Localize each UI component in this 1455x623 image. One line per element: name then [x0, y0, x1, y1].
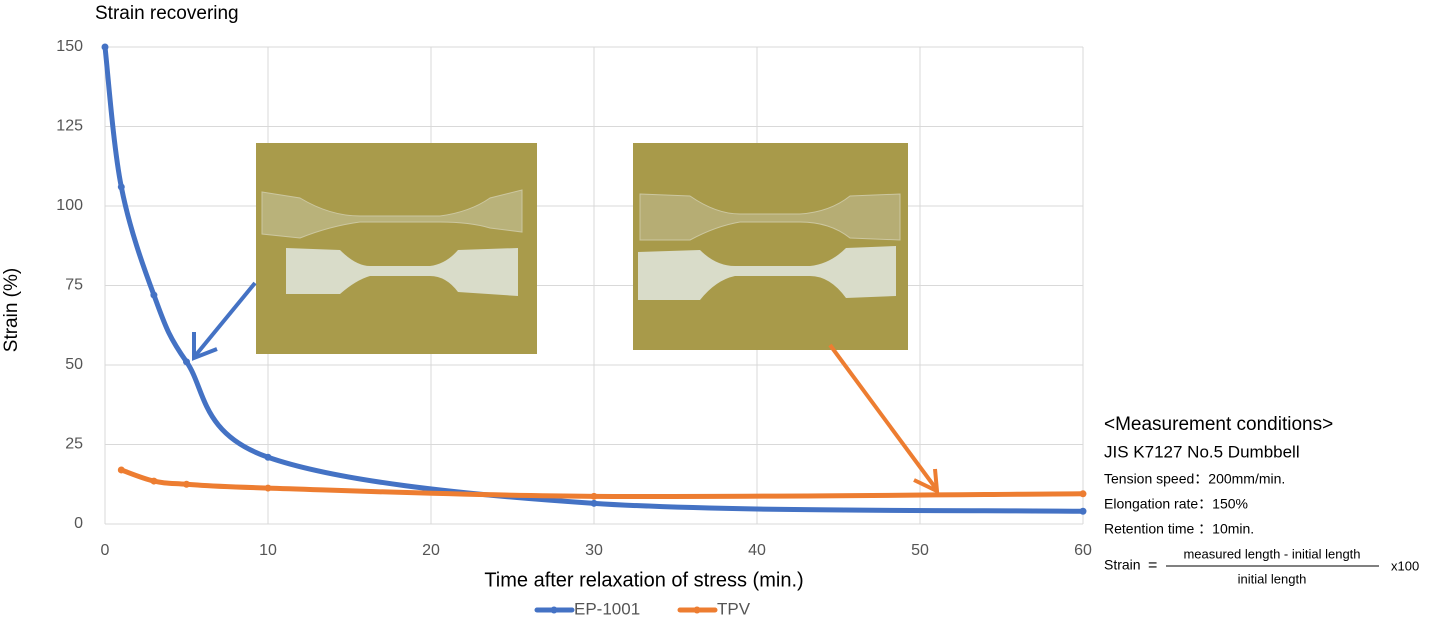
specimen [639, 193, 901, 241]
chart-title: Strain recovering [95, 3, 239, 24]
point [590, 499, 598, 507]
point [117, 183, 125, 191]
specimen [286, 248, 518, 296]
y-tick-label: 100 [56, 197, 83, 214]
grid: 0 25 50 75 100 125 150 0 10 20 30 40 50 60 [56, 38, 1092, 559]
y-tick-label: 150 [56, 38, 83, 55]
x-tick-label: 0 [101, 542, 110, 559]
y-tick-label: 0 [74, 515, 83, 532]
y-tick-label: 25 [65, 436, 83, 453]
x-tick-label: 60 [1074, 542, 1092, 559]
y-tick-label: 75 [65, 277, 83, 294]
point [1079, 507, 1087, 515]
y-tick-label: 125 [56, 118, 83, 135]
specimen [638, 246, 896, 300]
x-tick-label: 50 [911, 542, 929, 559]
plot [101, 43, 1087, 515]
legend-marker [550, 606, 558, 614]
legend-label: TPV [717, 599, 751, 618]
arrows [192, 281, 940, 495]
conditions-heading: <Measurement conditions> [1104, 414, 1333, 435]
condition: Tension speed：200mm/min. [1104, 471, 1285, 487]
conditions: <Measurement conditions> JIS K7127 No.5 … [1104, 414, 1419, 586]
line-series [118, 467, 1086, 500]
point [1079, 490, 1087, 498]
condition: Elongation rate：150% [1104, 496, 1248, 512]
y-axis-label: Strain (%) [1, 268, 22, 352]
legend-marker [693, 606, 701, 614]
legend-label: EP-1001 [574, 599, 640, 618]
conditions-specimen: JIS K7127 No.5 Dumbbell [1104, 442, 1300, 461]
formula-numerator: measured length - initial length [1183, 546, 1360, 561]
x-axis-label: Time after relaxation of stress (min.) [484, 569, 803, 591]
arrow-head [913, 468, 940, 495]
x-tick-label: 20 [422, 542, 440, 559]
point [590, 492, 598, 500]
formula-factor: x100 [1391, 558, 1419, 573]
point [183, 480, 190, 488]
point [183, 358, 190, 366]
point [264, 453, 272, 461]
photos [256, 143, 908, 354]
arrow [828, 343, 939, 492]
formula-eq: = [1148, 557, 1157, 574]
point [150, 477, 158, 485]
point [117, 466, 125, 474]
point [101, 43, 109, 51]
photo [256, 143, 537, 354]
x-tick-label: 10 [259, 542, 277, 559]
formula-lhs: Strain [1104, 557, 1141, 573]
specimen [261, 189, 523, 239]
y-tick-label: 50 [65, 356, 83, 373]
arrow [193, 281, 257, 358]
x-tick-label: 40 [748, 542, 766, 559]
legend: EP-1001 TPV [534, 599, 751, 618]
arrow-head [192, 332, 218, 361]
point [150, 291, 158, 299]
condition: Retention time ：10min. [1104, 521, 1254, 537]
x-tick-label: 30 [585, 542, 603, 559]
line-series [102, 44, 1086, 514]
formula-denominator: initial length [1238, 571, 1307, 586]
photo [633, 143, 908, 350]
point [264, 484, 272, 492]
